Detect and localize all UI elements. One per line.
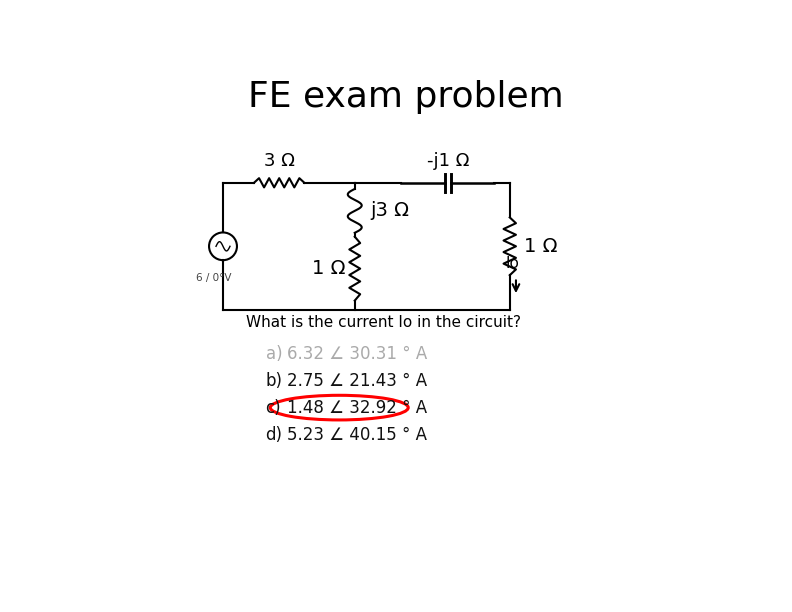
Text: FE exam problem: FE exam problem [248, 80, 564, 114]
Text: c): c) [265, 398, 281, 417]
Text: 6.32 ∠ 30.31 ° A: 6.32 ∠ 30.31 ° A [287, 345, 427, 363]
Text: j3 Ω: j3 Ω [370, 201, 409, 220]
Text: What is the current Io in the circuit?: What is the current Io in the circuit? [246, 315, 521, 330]
Text: Io: Io [505, 256, 519, 271]
Text: d): d) [265, 425, 283, 444]
Text: 1 Ω: 1 Ω [312, 259, 345, 278]
Text: 5.23 ∠ 40.15 ° A: 5.23 ∠ 40.15 ° A [287, 425, 427, 444]
Text: 3 Ω: 3 Ω [264, 152, 295, 171]
Text: a): a) [265, 345, 282, 363]
Text: 6 / 0°V: 6 / 0°V [196, 273, 231, 283]
Text: 2.75 ∠ 21.43 ° A: 2.75 ∠ 21.43 ° A [287, 371, 427, 390]
Text: -j1 Ω: -j1 Ω [427, 152, 469, 171]
Text: 1 Ω: 1 Ω [524, 237, 558, 256]
Text: b): b) [265, 371, 283, 390]
Text: 1.48 ∠ 32.92 ° A: 1.48 ∠ 32.92 ° A [287, 398, 427, 417]
